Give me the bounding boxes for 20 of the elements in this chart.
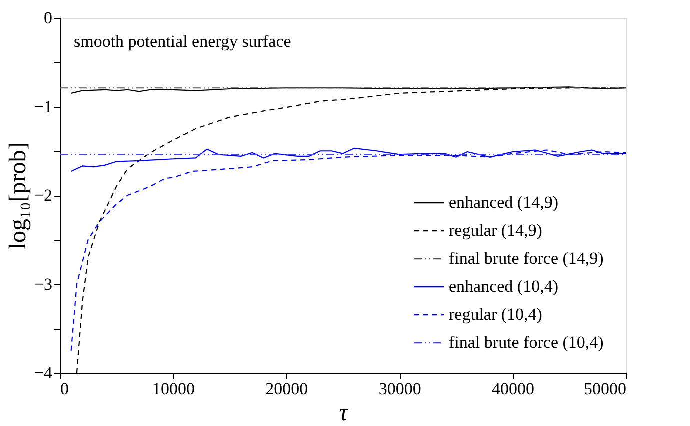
x-tick-label: 0 xyxy=(60,380,69,398)
y-axis-title: log₁₀[prob] xyxy=(5,142,32,250)
legend-label: final brute force (10,4) xyxy=(449,333,604,352)
x-tick-label: 40000 xyxy=(492,380,535,398)
y-tick-label: −4 xyxy=(34,364,53,382)
legend-label: enhanced (14,9) xyxy=(449,193,559,212)
x-tick-label: 10000 xyxy=(152,380,195,398)
legend-label: enhanced (10,4) xyxy=(449,277,559,296)
x-tick-label: 50000 xyxy=(584,380,626,398)
y-tick-label: −2 xyxy=(34,186,52,205)
x-axis-title: τ xyxy=(339,400,350,426)
y-tick-label: −3 xyxy=(34,274,52,294)
legend-label: final brute force (14,9) xyxy=(449,249,604,268)
legend-label: regular (14,9) xyxy=(449,221,542,240)
annotation: smooth potential energy surface xyxy=(74,32,292,51)
legend-label: regular (10,4) xyxy=(449,305,542,324)
x-tick-label: 20000 xyxy=(266,380,308,398)
y-tick-label: −1 xyxy=(34,97,52,116)
y-tick-label: 0 xyxy=(44,8,52,28)
x-tick-label: 30000 xyxy=(378,380,422,398)
